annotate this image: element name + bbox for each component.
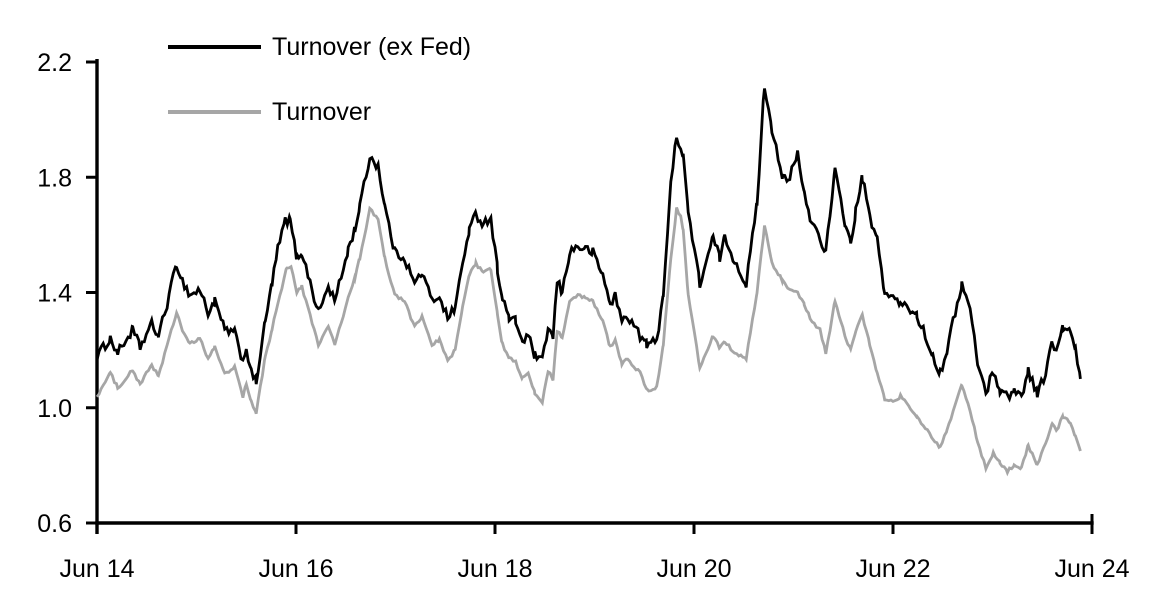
y-tick-label: 0.6 [37, 510, 72, 538]
series-line-turnover-ex-fed [95, 88, 1082, 403]
x-tick-label: Jun 20 [656, 555, 731, 583]
legend-item-turnover: Turnover [168, 95, 471, 129]
legend-line-sample-gray-icon [168, 110, 261, 114]
x-tick-label: Jun 16 [258, 555, 333, 583]
x-tick-label: Jun 24 [1054, 555, 1129, 583]
y-tick-label: 1.8 [37, 164, 72, 192]
legend-line-sample-black-icon [168, 45, 261, 49]
x-tick-label: Jun 18 [457, 555, 532, 583]
y-tick-label: 1.4 [37, 280, 72, 308]
legend-label-turnover-ex-fed: Turnover (ex Fed) [272, 32, 472, 61]
legend: Turnover (ex Fed) Turnover [168, 30, 471, 129]
x-tick-label: Jun 22 [855, 555, 930, 583]
y-tick-label: 2.2 [37, 49, 72, 77]
series-line-turnover [95, 205, 1082, 477]
y-tick-label: 1.0 [37, 395, 72, 423]
legend-item-turnover-ex-fed: Turnover (ex Fed) [168, 30, 471, 64]
x-tick-label: Jun 14 [59, 555, 134, 583]
legend-label-turnover: Turnover [272, 97, 372, 126]
